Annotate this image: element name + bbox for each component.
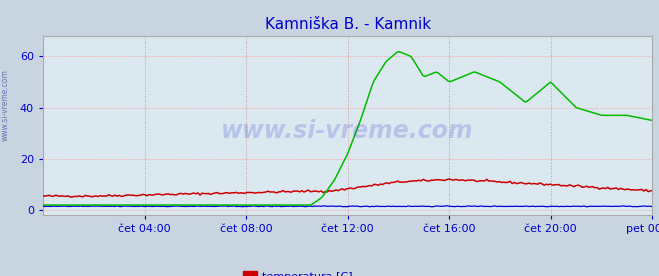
Text: www.si-vreme.com: www.si-vreme.com: [1, 69, 10, 141]
Text: www.si-vreme.com: www.si-vreme.com: [221, 119, 474, 143]
Legend: temperatura [C], pretok [m3/s]: temperatura [C], pretok [m3/s]: [243, 271, 353, 276]
Title: Kamniška B. - Kamnik: Kamniška B. - Kamnik: [264, 17, 431, 32]
